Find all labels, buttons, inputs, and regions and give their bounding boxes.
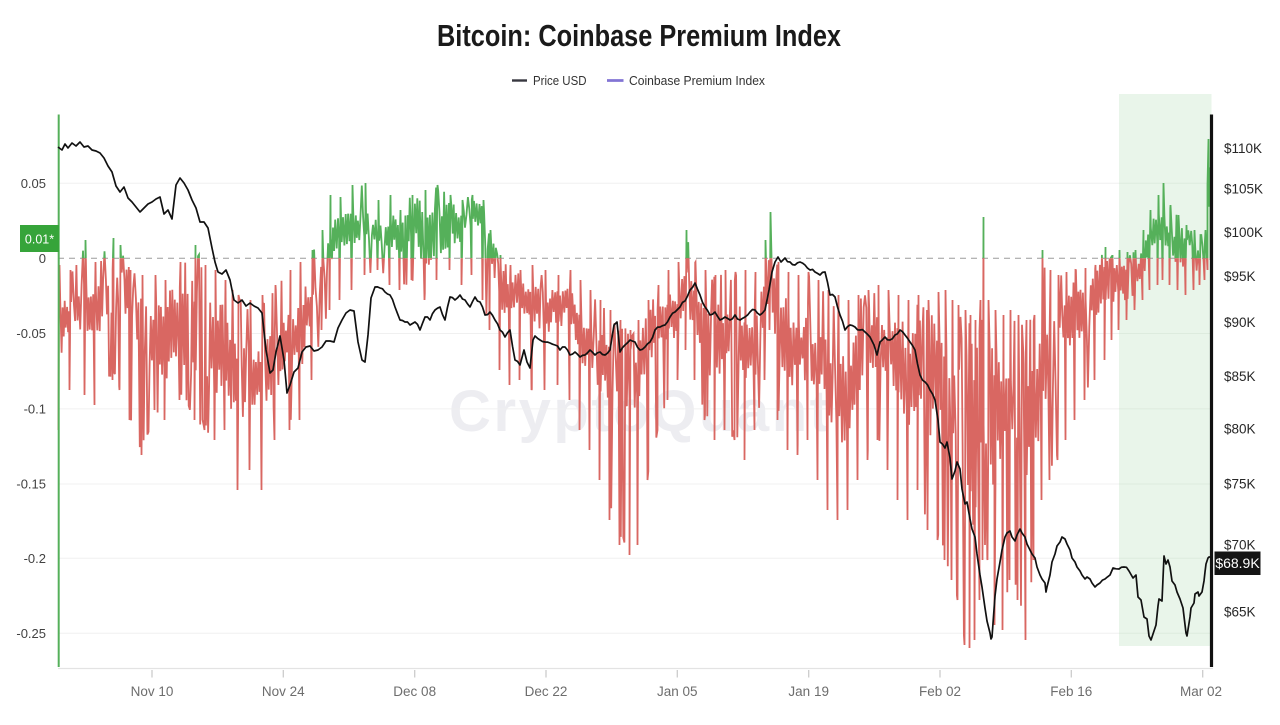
svg-text:$85K: $85K <box>1224 369 1256 384</box>
svg-text:Nov 10: Nov 10 <box>131 684 174 699</box>
svg-text:0.05: 0.05 <box>21 176 46 191</box>
svg-text:$65K: $65K <box>1224 605 1256 620</box>
svg-text:Feb 16: Feb 16 <box>1050 684 1092 699</box>
svg-text:Mar 02: Mar 02 <box>1180 684 1222 699</box>
svg-text:-0.15: -0.15 <box>16 477 46 492</box>
svg-text:Dec 22: Dec 22 <box>525 684 568 699</box>
svg-text:$68.9K: $68.9K <box>1215 555 1260 571</box>
svg-text:0.01*: 0.01* <box>25 233 54 247</box>
svg-text:Price USD: Price USD <box>533 73 587 88</box>
svg-text:0: 0 <box>39 251 46 266</box>
svg-text:-0.1: -0.1 <box>24 401 46 416</box>
svg-text:-0.05: -0.05 <box>16 326 46 341</box>
svg-text:$70K: $70K <box>1224 538 1256 553</box>
svg-text:Jan 05: Jan 05 <box>657 684 698 699</box>
svg-text:$75K: $75K <box>1224 476 1256 491</box>
svg-text:$100K: $100K <box>1224 225 1263 240</box>
svg-text:Dec 08: Dec 08 <box>393 684 436 699</box>
svg-text:$90K: $90K <box>1224 315 1256 330</box>
svg-text:$105K: $105K <box>1224 182 1263 197</box>
svg-text:Jan 19: Jan 19 <box>788 684 829 699</box>
svg-text:$80K: $80K <box>1224 421 1256 436</box>
svg-text:$110K: $110K <box>1224 141 1262 156</box>
svg-text:Feb 02: Feb 02 <box>919 684 961 699</box>
svg-text:Nov 24: Nov 24 <box>262 684 305 699</box>
svg-text:Bitcoin: Coinbase Premium Inde: Bitcoin: Coinbase Premium Index <box>437 18 842 53</box>
svg-text:$95K: $95K <box>1224 269 1256 284</box>
svg-text:-0.2: -0.2 <box>24 551 46 566</box>
svg-text:Coinbase Premium Index: Coinbase Premium Index <box>629 73 765 88</box>
svg-text:-0.25: -0.25 <box>16 626 46 641</box>
